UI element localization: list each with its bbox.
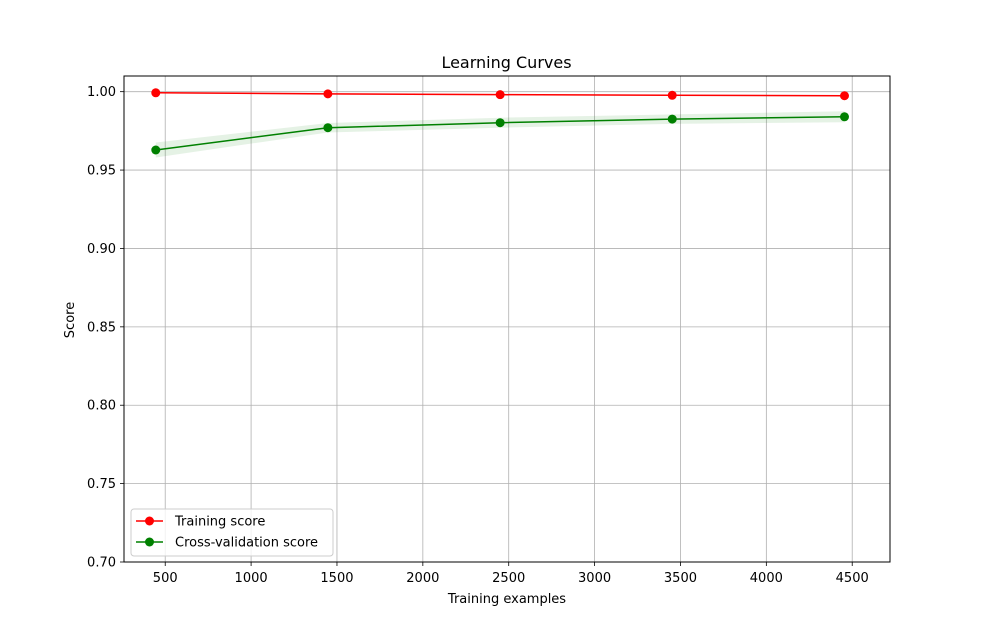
legend-marker-training [145,516,154,526]
cross-validation-score-point [667,114,677,124]
y-tick-label: 0.95 [87,164,116,179]
training-score-point [323,89,333,99]
y-axis-title: Score [63,302,78,338]
x-tick-label: 500 [153,571,178,586]
x-tick-label: 3500 [664,571,697,586]
training-score-point [667,90,677,100]
y-tick-label: 0.70 [87,556,116,571]
cross-validation-score-point [323,123,333,133]
chart-title: Learning Curves [441,53,571,72]
training-score-point [839,91,849,101]
training-score-point [151,88,161,98]
legend-marker-cross-validation [145,537,154,547]
cross-validation-score-point [151,145,161,155]
y-tick-label: 0.90 [87,242,116,257]
x-tick-label: 2000 [406,571,439,586]
x-tick-label: 1500 [320,571,353,586]
y-tick-label: 0.75 [87,477,116,492]
x-tick-label: 4000 [750,571,783,586]
y-tick-label: 0.85 [87,320,116,335]
y-tick-label: 1.00 [87,85,116,100]
cross-validation-score-point [839,112,849,122]
legend-label-training: Training score [174,515,265,530]
plot-area-frame [123,75,891,563]
y-tick-label: 0.80 [87,399,116,414]
x-tick-label: 3000 [578,571,611,586]
x-axis-title: Training examples [447,592,566,607]
x-tick-label: 1000 [235,571,268,586]
x-tick-label: 2500 [492,571,525,586]
legend: Training score Cross-validation score [130,508,334,557]
x-tick-label: 4500 [836,571,869,586]
legend-frame [130,508,334,557]
legend-label-cross-validation: Cross-validation score [175,536,318,551]
cross-validation-score-point [495,118,505,128]
training-score-point [495,90,505,100]
tick-layer: 500 1000 1500 2000 2500 3000 3500 4000 4500 0.70 0… [87,85,869,586]
series-layer [151,88,849,155]
